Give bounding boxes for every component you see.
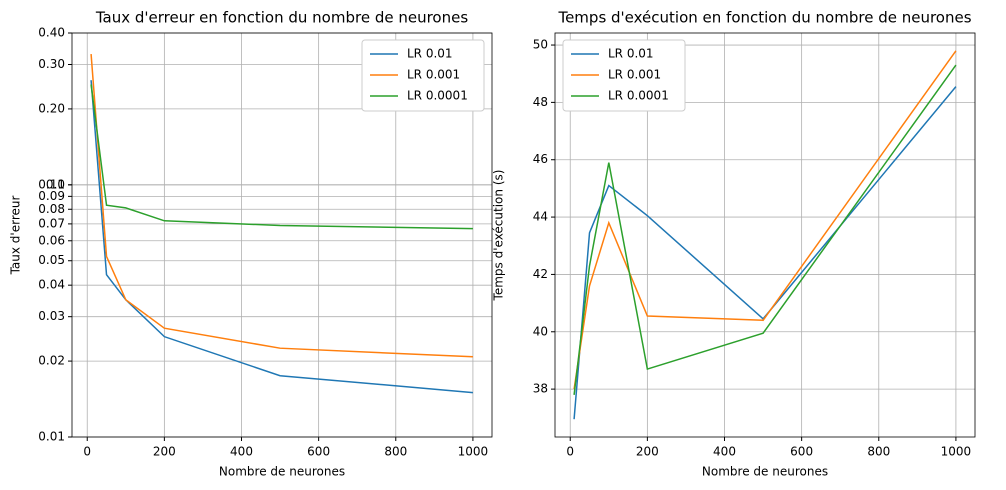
- legend-label: LR 0.01: [608, 47, 654, 61]
- x-tick-label: 800: [384, 445, 407, 459]
- x-tick-label: 1000: [941, 445, 972, 459]
- legend-label: LR 0.0001: [608, 89, 669, 103]
- x-axis-label: Nombre de neurones: [702, 465, 828, 479]
- y-tick-label: 0.09: [38, 189, 65, 203]
- line: [90, 84, 473, 230]
- y-tick-label: 0.07: [38, 216, 65, 230]
- x-tick-label: 200: [153, 445, 176, 459]
- y-tick-label: 0.30: [38, 57, 65, 71]
- y-tick-label: 42: [533, 267, 548, 281]
- plot-frame: [554, 32, 976, 438]
- y-tick-label: 0.01: [38, 430, 65, 444]
- legend-label: LR 0.01: [407, 47, 453, 61]
- y-tick-label: 0.08: [38, 202, 65, 216]
- y-tick-label: 0.04: [38, 278, 65, 292]
- x-axis-label: Nombre de neurones: [219, 465, 345, 479]
- x-tick-label: 800: [867, 445, 890, 459]
- x-tick-label: 600: [307, 445, 330, 459]
- y-tick-label: 40: [533, 324, 548, 338]
- x-tick-label: 0: [566, 445, 574, 459]
- chart-title: Temps d'exécution en fonction du nombre …: [557, 9, 971, 27]
- y-tick-label: 0.10: [38, 177, 65, 191]
- chart-title: Taux d'erreur en fonction du nombre de n…: [95, 9, 468, 27]
- x-tick-label: 0: [83, 445, 91, 459]
- line: [90, 80, 473, 394]
- x-tick-label: 400: [713, 445, 736, 459]
- y-tick-label: 46: [533, 152, 548, 166]
- x-tick-label: 400: [230, 445, 253, 459]
- y-tick-label: 0.40: [38, 26, 65, 40]
- line: [90, 54, 473, 358]
- y-tick-label: 48: [533, 95, 548, 109]
- y-axis-label: Temps d'exécution (s): [492, 170, 506, 302]
- y-tick-label: 0.05: [38, 253, 65, 267]
- legend-label: LR 0.001: [407, 68, 460, 82]
- plot-frame: [71, 32, 493, 438]
- x-tick-label: 600: [790, 445, 813, 459]
- y-tick-label: 0.20: [38, 101, 65, 115]
- y-tick-label: 44: [533, 210, 548, 224]
- line: [573, 86, 957, 420]
- line: [573, 64, 957, 395]
- legend-label: LR 0.0001: [407, 89, 468, 103]
- legend-box: [562, 39, 686, 112]
- legend-box: [361, 39, 485, 112]
- legend-label: LR 0.001: [608, 68, 661, 82]
- y-tick-label: 50: [533, 38, 548, 52]
- y-tick-label: 0.1: [46, 177, 65, 191]
- y-tick-label: 0.02: [38, 354, 65, 368]
- y-tick-label: 38: [533, 382, 548, 396]
- y-tick-label: 0.06: [38, 233, 65, 247]
- y-axis-label: Taux d'erreur: [9, 196, 23, 276]
- x-tick-label: 1000: [458, 445, 489, 459]
- y-tick-label: 0.03: [38, 309, 65, 323]
- x-tick-label: 200: [636, 445, 659, 459]
